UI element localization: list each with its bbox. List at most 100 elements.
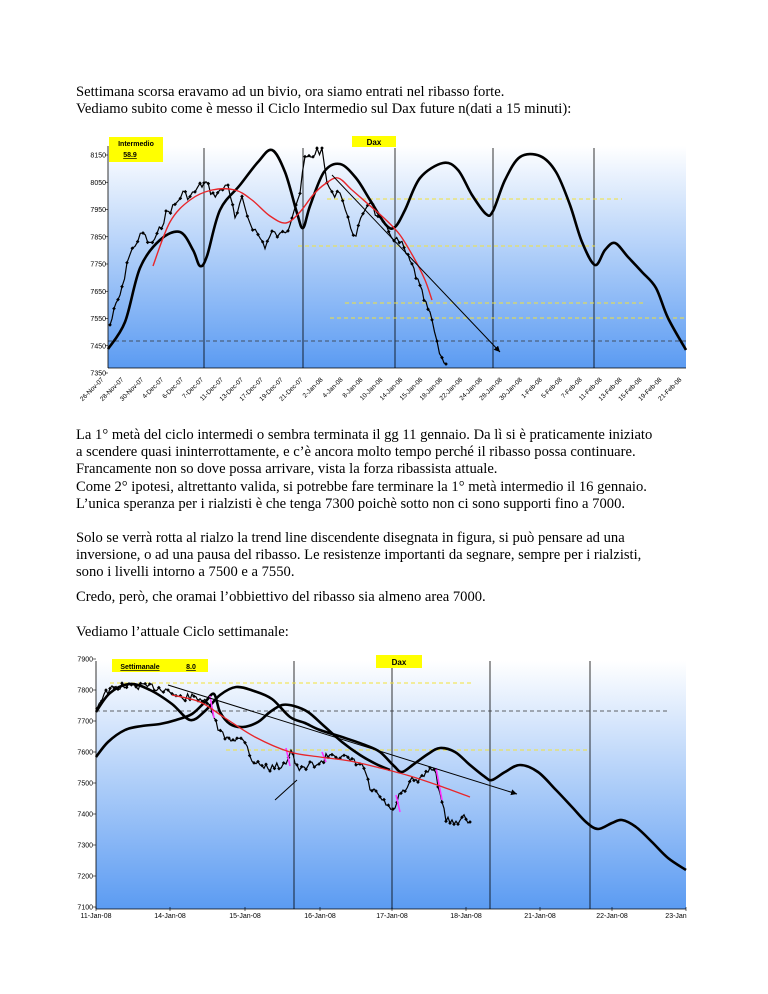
chart2-y-tick: 7400 bbox=[77, 812, 93, 819]
chart1-x-tick: 17-Dec-07 bbox=[238, 376, 265, 403]
chart1-x-tick: 24-Jan-08 bbox=[458, 376, 484, 402]
chart1-y-tick: 7950 bbox=[90, 207, 106, 214]
chart1-x-tick: 8-Jan-08 bbox=[341, 376, 364, 399]
trendline-line: inversione, o ad una pausa del ribasso. … bbox=[76, 547, 642, 564]
chart1-moving-average bbox=[152, 177, 433, 301]
intro-paragraph: Settimana scorsa eravamo ad un bivio, or… bbox=[76, 84, 696, 118]
chart1-x-tick: 21-Feb-08 bbox=[657, 376, 683, 402]
chart2-y-tick: 7700 bbox=[77, 719, 93, 726]
chart1-x-tick: 22-Jan-08 bbox=[439, 376, 465, 402]
chart1-title: Dax bbox=[367, 138, 382, 147]
target-paragraph: Credo, però, che oramai l’obbiettivo del… bbox=[76, 589, 696, 606]
chart1-y-tick: 7350 bbox=[90, 371, 106, 378]
analysis-line: Francamente non so dove possa arrivare, … bbox=[76, 461, 498, 478]
chart1-label-name: Intermedio bbox=[118, 141, 154, 148]
chart1-y-tick: 8050 bbox=[90, 180, 106, 187]
chart2-support-arrow bbox=[274, 779, 298, 801]
chart1-cycle-curve bbox=[106, 148, 688, 351]
chart1-x-tick: 13-Dec-07 bbox=[219, 376, 246, 403]
chart2-y-tick: 7900 bbox=[77, 657, 93, 664]
chart2-y-tick: 7500 bbox=[77, 781, 93, 788]
chart1-x-tick: 26-Nov-07 bbox=[79, 376, 106, 403]
chart1-x-tick: 14-Jan-08 bbox=[379, 376, 405, 402]
chart2-x-tick: 22-Jan-08 bbox=[596, 913, 628, 920]
chart1-x-tick: 11-Feb-08 bbox=[578, 376, 604, 402]
chart1-x-tick: 7-Feb-08 bbox=[560, 376, 584, 400]
chart2-moving-average bbox=[171, 694, 471, 798]
chart1-x-tick: 28-Jan-08 bbox=[478, 376, 504, 402]
chart2-x-tick: 17-Jan-08 bbox=[376, 913, 408, 920]
chart2-y-tick: 7100 bbox=[77, 905, 93, 912]
chart1-label-box bbox=[109, 137, 163, 162]
analysis-line: L’unica speranza per i rialzisti è che t… bbox=[76, 495, 626, 512]
chart2-x-tick: 23-Jan bbox=[665, 913, 687, 920]
chart2-y-tick: 7800 bbox=[77, 688, 93, 695]
weekly-intro-line: Vediamo l’attuale Ciclo settimanale: bbox=[76, 624, 289, 640]
chart2-y-tick: 7200 bbox=[77, 874, 93, 881]
chart2-x-tick: 21-Jan-08 bbox=[524, 913, 556, 920]
chart1-y-axis: 8150 8050 7950 7850 7750 7650 7550 7450 7350 bbox=[90, 153, 106, 378]
chart1-x-tick: 19-Feb-08 bbox=[637, 376, 663, 402]
chart1-x-axis: 26-Nov-0728-Nov-0730-Nov-074-Dec-076-Dec… bbox=[79, 376, 684, 403]
chart2-x-tick: 15-Jan-08 bbox=[229, 913, 261, 920]
chart2-y-axis: 7900 7800 7700 7600 7500 7400 7300 7200 7100 bbox=[77, 657, 93, 912]
chart1-title-box bbox=[352, 136, 396, 147]
chart1-gridlines bbox=[105, 154, 108, 374]
chart1-x-tick: 6-Dec-07 bbox=[161, 376, 185, 400]
chart1-x-tick: 28-Nov-07 bbox=[99, 376, 126, 403]
chart1-x-tick: 21-Dec-07 bbox=[278, 376, 305, 403]
chart2-title: Dax bbox=[392, 658, 407, 667]
chart2-price-markers bbox=[95, 681, 472, 827]
chart1-trend-arrow bbox=[331, 174, 501, 353]
chart1-y-tick: 7450 bbox=[90, 343, 106, 350]
chart1-x-tick: 30-Nov-07 bbox=[119, 376, 146, 403]
chart1-price-markers bbox=[108, 146, 448, 366]
trendline-paragraph: Solo se verrà rotta al rialzo la trend l… bbox=[76, 530, 696, 582]
chart2-trend-arrow bbox=[167, 684, 518, 796]
chart1-x-tick: 10-Jan-08 bbox=[359, 376, 385, 402]
chart1-plot-area bbox=[108, 146, 686, 368]
chart1-x-tick: 7-Dec-07 bbox=[181, 376, 205, 400]
chart2-x-tick: 16-Jan-08 bbox=[304, 913, 336, 920]
chart1-level-lines bbox=[108, 198, 686, 342]
chart1-label-value: 58.9 bbox=[123, 152, 137, 159]
chart1-x-tick: 15-Feb-08 bbox=[617, 376, 643, 402]
chart2-label-value: 8.0 bbox=[186, 664, 196, 671]
chart1-x-tick: 13-Feb-08 bbox=[597, 376, 623, 402]
target-line: Credo, però, che oramai l’obbiettivo del… bbox=[76, 589, 486, 605]
chart2-cycle-curve bbox=[94, 682, 687, 872]
chart2-cycle-dividers bbox=[293, 661, 591, 909]
chart1-y-tick: 7550 bbox=[90, 316, 106, 323]
chart1-y-tick: 7650 bbox=[90, 289, 106, 296]
chart2-price-series bbox=[96, 681, 471, 826]
chart1-price-series bbox=[109, 146, 447, 365]
chart1-x-tick: 5-Feb-08 bbox=[540, 376, 564, 400]
chart2-y-tick: 7600 bbox=[77, 750, 93, 757]
chart2-y-tick: 7300 bbox=[77, 843, 93, 850]
analysis-line: Come 2° ipotesi, altrettanto valida, si … bbox=[76, 478, 647, 495]
chart1-x-tick: 11-Dec-07 bbox=[199, 376, 225, 402]
chart1-x-tick: 15-Jan-08 bbox=[399, 376, 425, 402]
analysis-paragraph: La 1° metà del ciclo intermedi o sembra … bbox=[76, 427, 696, 513]
intro-line: Settimana scorsa eravamo ad un bivio, or… bbox=[76, 84, 505, 100]
chart2-x-axis: 11-Jan-08 14-Jan-08 15-Jan-08 16-Jan-08 17-J… bbox=[80, 913, 686, 920]
chart1-cycle-dividers bbox=[203, 148, 595, 368]
trendline-line: Solo se verrà rotta al rialzo la trend l… bbox=[76, 530, 625, 546]
chart1-x-tick: 1-Feb-08 bbox=[520, 376, 544, 400]
trendline-line: sono i livelli intorno a 7500 e a 7550. bbox=[76, 564, 295, 581]
chart2-label-name: Settimanale bbox=[120, 664, 159, 671]
chart2-title-box bbox=[376, 655, 422, 668]
analysis-line: La 1° metà del ciclo intermedi o sembra … bbox=[76, 427, 653, 443]
chart2-x-tick: 18-Jan-08 bbox=[450, 913, 482, 920]
analysis-line: a scendere quasi ininterrottamente, e c’… bbox=[76, 444, 636, 461]
chart1-y-tick: 7850 bbox=[90, 234, 106, 241]
weekly-intro-paragraph: Vediamo l’attuale Ciclo settimanale: bbox=[76, 624, 696, 641]
chart2-level-lines bbox=[96, 682, 668, 751]
chart1-x-tick: 4-Dec-07 bbox=[141, 376, 165, 400]
chart2-label-box bbox=[112, 659, 208, 672]
chart2-x-tick: 11-Jan-08 bbox=[80, 913, 111, 920]
chart2-x-tick: 14-Jan-08 bbox=[154, 913, 186, 920]
chart1-x-tick: 4-Jan-08 bbox=[321, 376, 344, 399]
chart1-x-tick: 18-Jan-08 bbox=[419, 376, 445, 402]
chart1-y-tick: 7750 bbox=[90, 262, 106, 269]
